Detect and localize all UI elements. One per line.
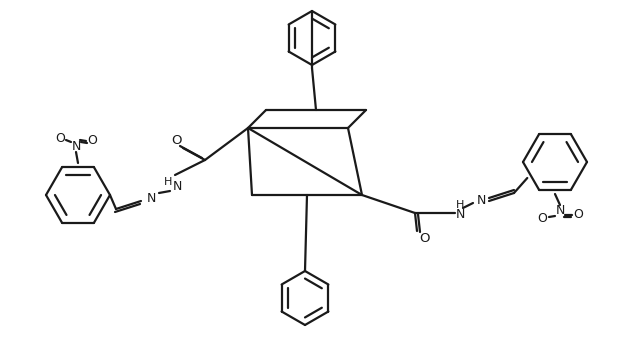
Text: N: N: [555, 205, 565, 218]
Text: N: N: [476, 195, 485, 207]
Text: O: O: [537, 213, 547, 226]
Text: O: O: [87, 134, 97, 147]
Text: N: N: [456, 208, 465, 221]
Text: H: H: [456, 200, 464, 210]
Text: O: O: [55, 132, 65, 145]
Text: O: O: [172, 134, 182, 147]
Text: O: O: [573, 208, 583, 221]
Text: H: H: [164, 177, 172, 187]
Text: N: N: [71, 139, 80, 152]
Text: N: N: [146, 193, 155, 206]
Text: O: O: [419, 232, 429, 245]
Text: N: N: [172, 181, 182, 194]
